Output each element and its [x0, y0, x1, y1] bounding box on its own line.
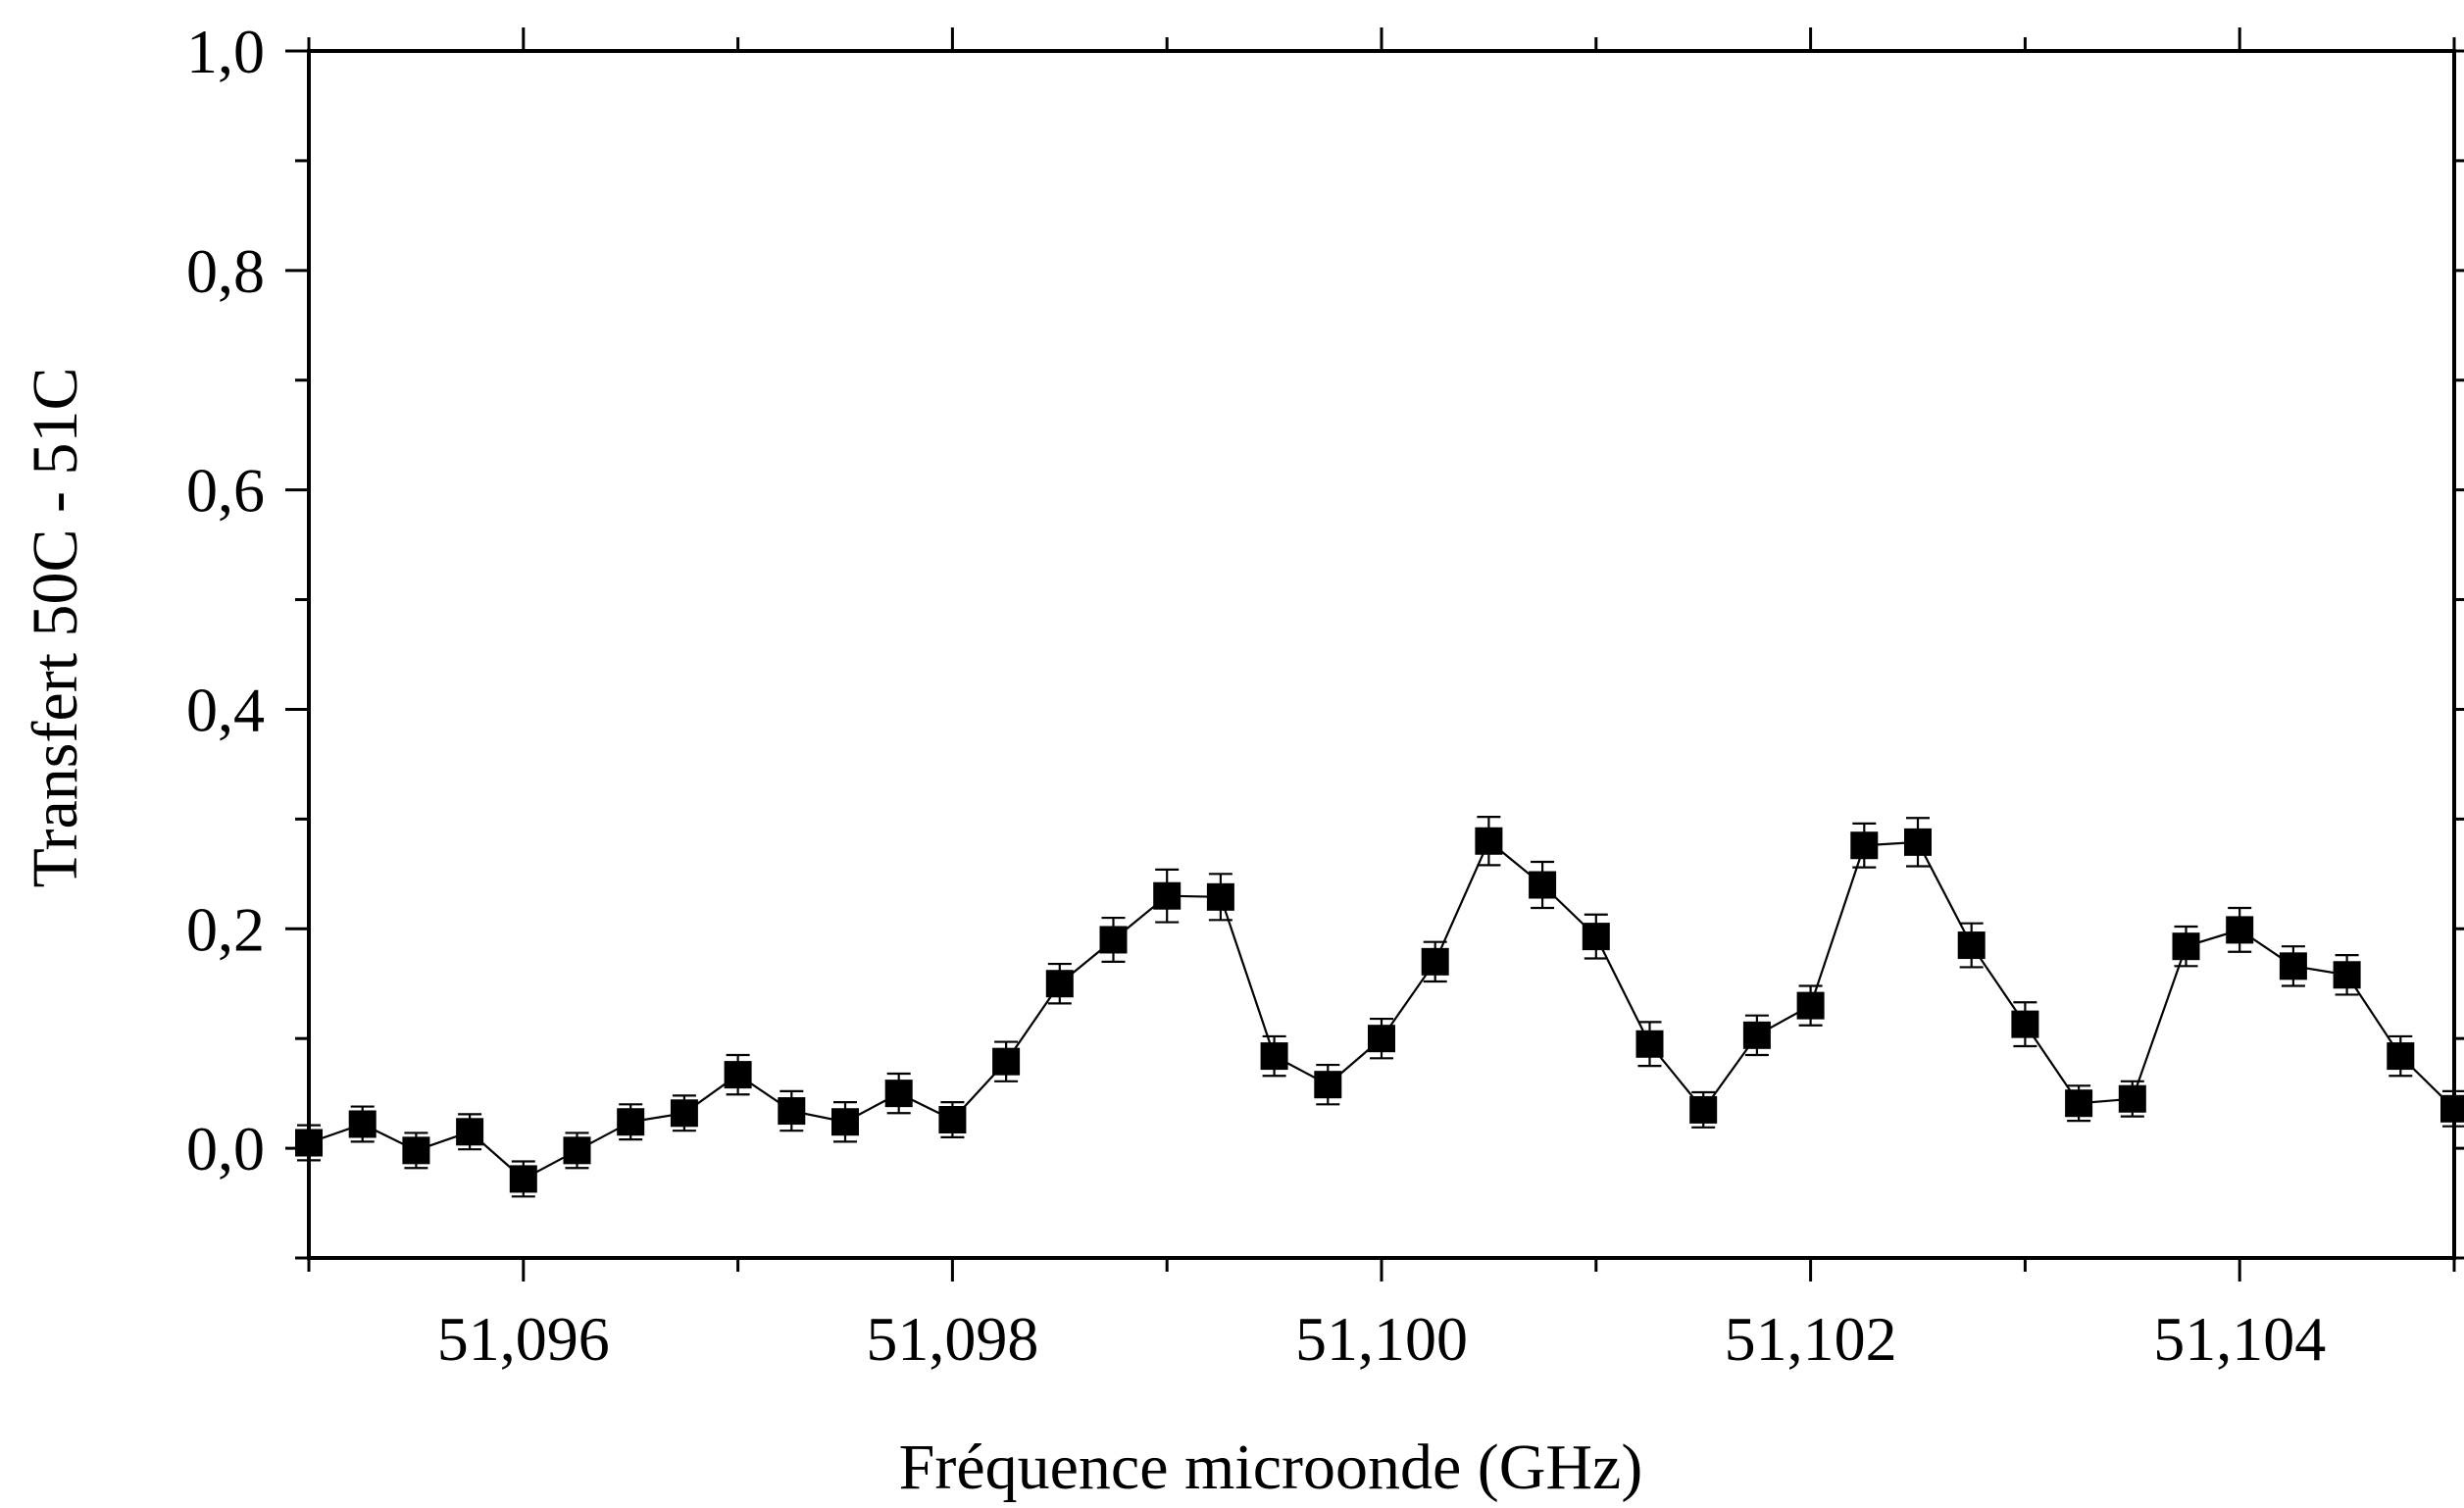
- axes: [307, 49, 2456, 1260]
- data-point: [2226, 916, 2254, 944]
- data-point: [1368, 1025, 1395, 1053]
- x-tick-label: 51,102: [1725, 1304, 1897, 1374]
- data-point: [2333, 961, 2361, 989]
- data-point: [1475, 827, 1503, 855]
- y-tick-label: 1,0: [186, 17, 265, 86]
- data-point: [402, 1136, 430, 1165]
- x-axis-ticks: 51,096 51,098 51,100 51,102 51,104: [307, 27, 2456, 1374]
- x-tick-label: 51,098: [866, 1304, 1038, 1374]
- data-point: [1904, 828, 1932, 856]
- data-point: [1635, 1030, 1664, 1058]
- data-point: [938, 1105, 967, 1133]
- data-point: [1850, 831, 1879, 860]
- error-bars: [297, 816, 2464, 1198]
- data-point: [1796, 991, 1825, 1020]
- y-axis-label: Transfert 50C - 51C: [20, 367, 91, 887]
- data-point: [2011, 1010, 2039, 1038]
- y-tick-label: 0,4: [186, 675, 265, 744]
- data-point: [1742, 1021, 1771, 1049]
- x-tick-label: 51,096: [437, 1304, 610, 1374]
- y-tick-label: 0,8: [186, 236, 265, 306]
- data-point: [617, 1108, 645, 1136]
- data-point: [1099, 926, 1128, 954]
- y-axis-ticks: 0,0 0,2 0,4 0,6 0,8 1,0: [186, 17, 2464, 1260]
- data-point: [1421, 947, 1449, 976]
- data-point: [2118, 1084, 2146, 1113]
- data-point: [831, 1108, 859, 1136]
- data-point: [1957, 931, 1986, 960]
- y-tick-label: 0,6: [186, 456, 265, 526]
- data-point: [2279, 952, 2307, 980]
- x-tick-label: 51,104: [2153, 1304, 2326, 1374]
- data-point: [1153, 881, 1182, 910]
- data-point: [1206, 882, 1234, 911]
- plot-frame: [307, 49, 2456, 1260]
- data-point: [1045, 970, 1074, 998]
- data-point: [509, 1165, 537, 1193]
- data-point: [884, 1080, 913, 1108]
- data-point: [778, 1097, 806, 1126]
- data-point: [1582, 923, 1610, 951]
- data-point: [724, 1061, 752, 1089]
- data-point: [1529, 871, 1557, 899]
- data-point: [2065, 1089, 2093, 1118]
- data-point: [992, 1047, 1021, 1076]
- x-tick-label: 51,100: [1295, 1304, 1468, 1374]
- data-point: [348, 1110, 377, 1138]
- data-point: [1260, 1042, 1288, 1071]
- data-point: [563, 1136, 591, 1165]
- data-point: [1689, 1095, 1718, 1124]
- data-points: [295, 827, 2464, 1193]
- data-point: [1314, 1071, 1342, 1099]
- data-point: [670, 1099, 698, 1128]
- y-tick-label: 0,0: [186, 1114, 265, 1183]
- data-point: [456, 1118, 484, 1146]
- x-axis-label: Fréquence microonde (GHz): [899, 1432, 1643, 1503]
- data-point: [2172, 932, 2200, 961]
- data-point: [2387, 1042, 2415, 1071]
- y-tick-label: 0,2: [186, 894, 265, 964]
